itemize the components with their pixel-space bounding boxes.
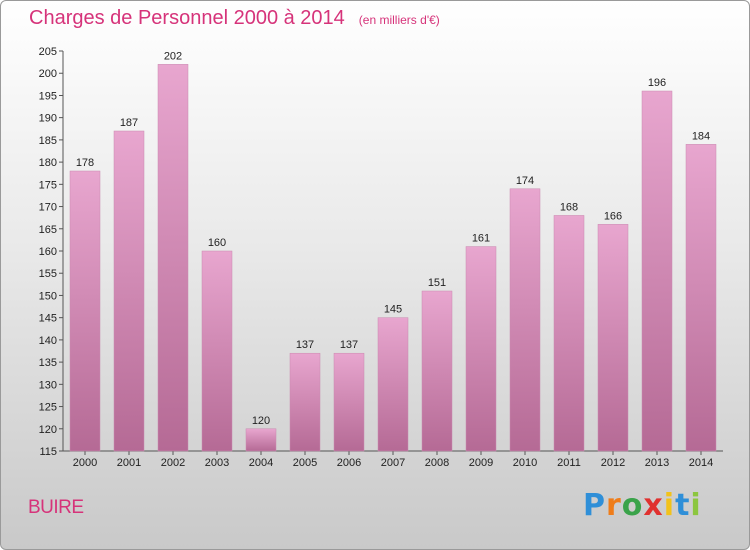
bar-2008[interactable]	[421, 290, 453, 452]
bar-2003[interactable]	[201, 250, 233, 452]
proxiti-logo[interactable]: Proxiti	[583, 488, 702, 523]
value-label-2008: 151	[428, 277, 446, 289]
x-tick-label: 2012	[601, 457, 625, 469]
y-tick-label: 195	[39, 90, 57, 102]
x-tick-label: 2005	[293, 457, 317, 469]
y-tick-label: 150	[39, 290, 57, 302]
y-tick-label: 185	[39, 135, 57, 147]
value-label-2004: 120	[252, 415, 270, 427]
x-tick-label: 2004	[249, 457, 273, 469]
chart-bars	[69, 64, 717, 452]
bar-2010[interactable]	[509, 188, 541, 452]
bar-2009[interactable]	[465, 246, 497, 452]
y-tick-label: 180	[39, 157, 57, 169]
chart-title: Charges de Personnel 2000 à 2014 (en mill…	[29, 7, 440, 30]
x-tick-label: 2007	[381, 457, 405, 469]
bar-2000[interactable]	[69, 170, 101, 452]
x-tick-label: 2001	[117, 457, 141, 469]
y-tick-label: 165	[39, 224, 57, 236]
y-tick-label: 190	[39, 113, 57, 125]
y-tick-label: 130	[39, 379, 57, 391]
chart-title-text: Charges de Personnel 2000 à 2014	[29, 7, 345, 29]
y-tick-label: 140	[39, 335, 57, 347]
logo-letter: o	[621, 488, 644, 523]
y-tick-label: 135	[39, 357, 57, 369]
bar-2006[interactable]	[333, 352, 365, 452]
bar-2012[interactable]	[597, 224, 629, 452]
logo-letter: i	[663, 488, 676, 523]
y-tick-label: 170	[39, 202, 57, 214]
value-label-2003: 160	[208, 237, 226, 249]
bar-2014[interactable]	[685, 144, 717, 452]
bar-2001[interactable]	[113, 130, 145, 452]
y-tick-label: 145	[39, 313, 57, 325]
value-label-2010: 174	[516, 175, 534, 187]
bar-2005[interactable]	[289, 352, 321, 452]
bar-2004[interactable]	[245, 428, 277, 452]
x-tick-label: 2002	[161, 457, 185, 469]
x-tick-label: 2003	[205, 457, 229, 469]
commune-name: BUIRE	[28, 497, 84, 518]
bar-2007[interactable]	[377, 317, 409, 452]
bar-2002[interactable]	[157, 64, 189, 452]
value-label-2001: 187	[120, 117, 138, 129]
y-tick-label: 160	[39, 246, 57, 258]
x-tick-label: 2013	[645, 457, 669, 469]
x-tick-label: 2009	[469, 457, 493, 469]
bar-2013[interactable]	[641, 90, 673, 452]
value-label-2002: 202	[164, 50, 182, 62]
value-label-2005: 137	[296, 339, 314, 351]
y-tick-label: 175	[39, 179, 57, 191]
x-tick-label: 2008	[425, 457, 449, 469]
y-tick-label: 115	[39, 446, 57, 458]
bar-2011[interactable]	[553, 215, 585, 452]
value-label-2009: 161	[472, 233, 490, 245]
logo-letter: i	[690, 488, 702, 523]
chart-subtitle: (en milliers d'€)	[358, 13, 440, 27]
y-tick-label: 200	[39, 68, 57, 80]
logo-letter: t	[675, 488, 691, 523]
x-tick-label: 2000	[73, 457, 97, 469]
value-label-2013: 196	[648, 77, 666, 89]
chart-labels: 178 187 202 160 120 137 137 145 151 161 174 168 166 1…	[76, 50, 710, 426]
value-label-2000: 178	[76, 157, 94, 169]
logo-letter: r	[606, 488, 622, 523]
value-label-2011: 168	[560, 201, 578, 213]
x-tick-label: 2006	[337, 457, 361, 469]
logo-letter: P	[583, 488, 606, 523]
x-tick-label: 2014	[689, 457, 713, 469]
value-label-2007: 145	[384, 304, 402, 316]
value-label-2014: 184	[692, 130, 710, 142]
logo-letter: x	[643, 488, 664, 523]
x-tick-label: 2011	[557, 457, 581, 469]
y-tick-label: 120	[39, 424, 57, 436]
value-label-2012: 166	[604, 210, 622, 222]
y-tick-label: 155	[39, 268, 57, 280]
y-tick-label: 205	[39, 46, 57, 58]
value-label-2006: 137	[340, 339, 358, 351]
x-tick-label: 2010	[513, 457, 537, 469]
y-tick-label: 125	[39, 402, 57, 414]
